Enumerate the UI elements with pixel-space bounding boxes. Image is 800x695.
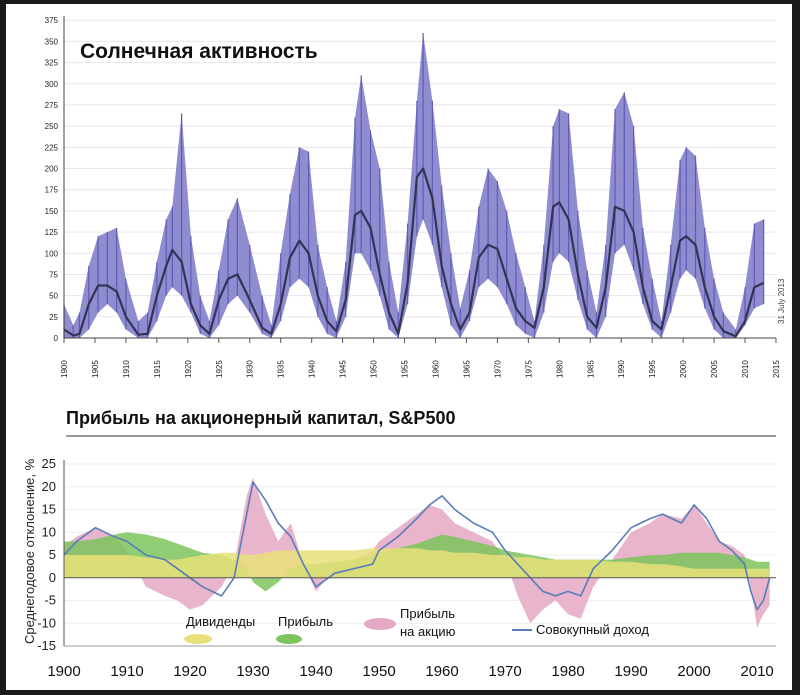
x-tick-label: 2000 (677, 663, 710, 680)
x-tick-label: 1990 (614, 663, 647, 680)
x-tick-label: 1940 (299, 663, 332, 680)
y-tick-label: 150 (45, 207, 59, 216)
x-tick-label: 1950 (362, 663, 395, 680)
y-tick-label: 20 (42, 479, 56, 494)
legend-label: Прибыль (400, 606, 455, 621)
y-tick-label: 100 (45, 249, 59, 258)
y-tick-label: 175 (45, 186, 59, 195)
y-tick-label: 75 (49, 270, 58, 279)
x-tick-label: 1950 (370, 360, 379, 378)
legend-swatch (276, 634, 302, 644)
sunspot-chart: 0 25 50 75 100 125 150 175 200 225 250 275 300 325 350… (6, 4, 792, 394)
y-tick-label: 0 (54, 334, 59, 343)
x-tick-label: 1920 (173, 663, 206, 680)
y-tick-label: 225 (45, 143, 59, 152)
x-tick-label: 1980 (555, 360, 564, 378)
y-tick-label: -5 (44, 593, 56, 608)
legend-label: на акцию (400, 624, 456, 639)
y-tick-label: 5 (49, 547, 56, 562)
sp500-chart-title: Прибыль на акционерный капитал, S&P500 (66, 408, 455, 428)
sunspot-date-note: 31 July 2013 (777, 278, 786, 324)
y-tick-label: 350 (45, 37, 59, 46)
x-tick-label: 1970 (488, 663, 521, 680)
y-tick-label: 300 (45, 80, 59, 89)
y-tick-label: 375 (45, 16, 59, 25)
sp500-chart: Прибыль на акционерный капитал, S&P500 -… (6, 394, 792, 690)
x-tick-label: 2000 (679, 360, 688, 378)
x-tick-label: 1990 (617, 360, 626, 378)
monthly-range-band (64, 32, 764, 339)
x-tick-label: 2015 (772, 360, 781, 378)
x-tick-label: 1965 (462, 360, 471, 378)
y-tick-label: 10 (42, 524, 56, 539)
x-tick-label: 1945 (339, 360, 348, 378)
x-tick-label: 1910 (110, 663, 143, 680)
x-tick-label: 1900 (47, 663, 80, 680)
x-tick-label: 1970 (493, 360, 502, 378)
y-tick-label: 325 (45, 59, 59, 68)
legend-swatch (184, 634, 212, 644)
x-tick-label: 2005 (710, 360, 719, 378)
y-tick-label: -15 (37, 638, 56, 653)
x-tick-label: 1960 (431, 360, 440, 378)
x-tick-label: 1995 (648, 360, 657, 378)
legend-label: Дивиденды (186, 614, 255, 629)
legend-label: Совокупный доход (536, 622, 649, 637)
x-tick-label: 1980 (551, 663, 584, 680)
y-tick-label: 25 (42, 456, 56, 471)
x-tick-label: 1900 (60, 360, 69, 378)
x-tick-label: 1940 (308, 360, 317, 378)
y-tick-label: 50 (49, 292, 58, 301)
y-tick-label: 15 (42, 502, 56, 517)
y-tick-label: 25 (49, 313, 58, 322)
x-tick-label: 2010 (741, 360, 750, 378)
y-tick-label: 250 (45, 122, 59, 131)
y-tick-label: 0 (49, 570, 56, 585)
legend-label: Прибыль (278, 614, 333, 629)
x-tick-label: 1955 (401, 360, 410, 378)
smoothed-line (63, 167, 765, 338)
y-tick-label: 200 (45, 165, 59, 174)
x-tick-label: 1975 (524, 360, 533, 378)
x-tick-label: 1915 (153, 360, 162, 378)
x-tick-label: 1985 (586, 360, 595, 378)
x-tick-label: 1935 (277, 360, 286, 378)
sunspot-chart-title: Солнечная активность (80, 40, 318, 63)
figure-frame: 0 25 50 75 100 125 150 175 200 225 250 275 300 325 350… (6, 4, 792, 690)
legend-swatch (364, 618, 396, 630)
total-return-line (63, 481, 771, 611)
y-tick-label: 125 (45, 228, 59, 237)
y-tick-label: -10 (37, 615, 56, 630)
sp500-ylabel: Среднегодовое отклонение, % (22, 458, 37, 644)
x-tick-label: 1905 (91, 360, 100, 378)
x-tick-label: 1960 (425, 663, 458, 680)
y-tick-label: 275 (45, 101, 59, 110)
x-tick-label: 1930 (246, 360, 255, 378)
x-tick-label: 1930 (236, 663, 269, 680)
x-tick-label: 2010 (740, 663, 773, 680)
x-tick-label: 1925 (215, 360, 224, 378)
x-tick-label: 1910 (122, 360, 131, 378)
x-tick-label: 1920 (184, 360, 193, 378)
